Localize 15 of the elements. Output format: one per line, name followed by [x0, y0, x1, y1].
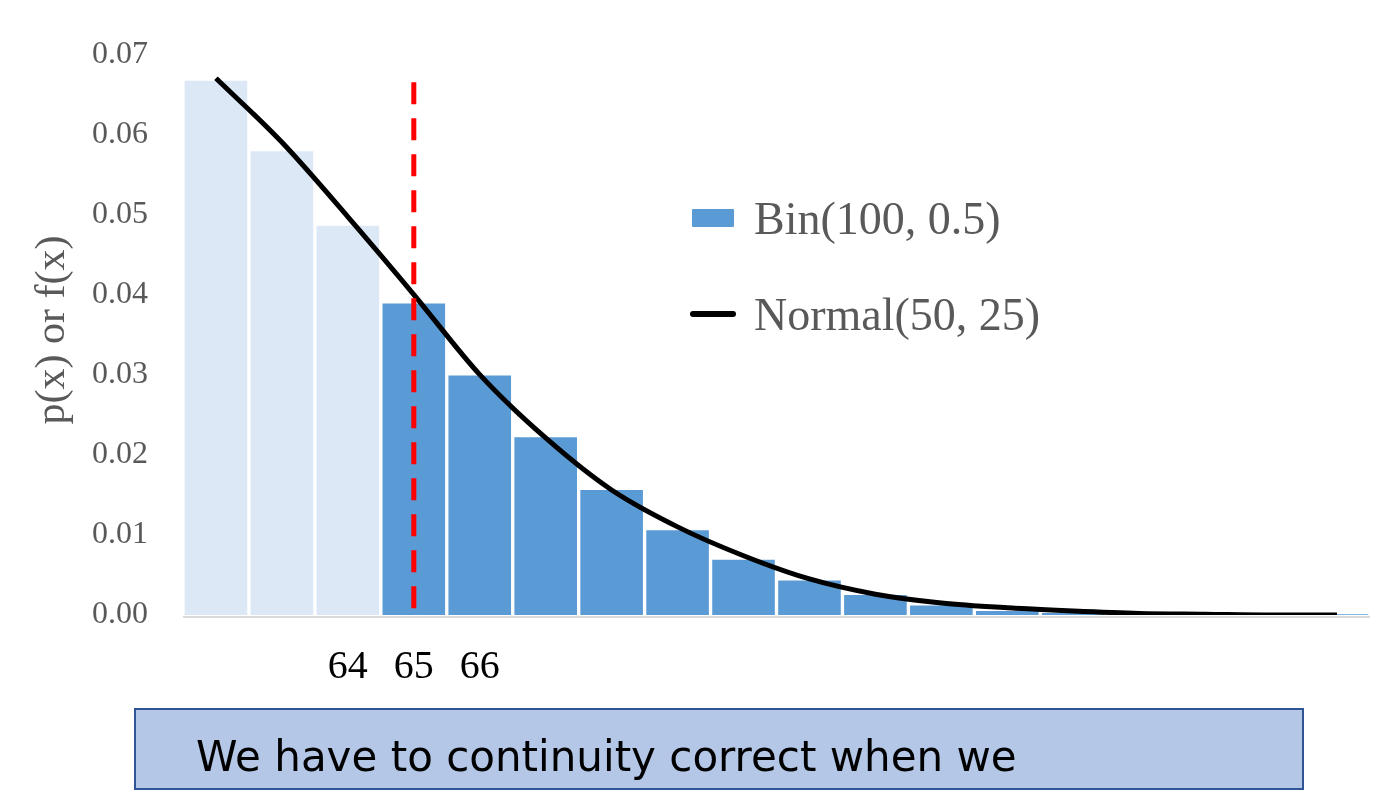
- x-tick-label: 65: [393, 641, 434, 687]
- y-tick-label: 0.02: [92, 434, 148, 471]
- y-tick-label: 0.06: [92, 113, 148, 150]
- y-tick-label: 0.01: [92, 514, 148, 551]
- y-tick-label: 0.04: [92, 273, 148, 310]
- y-tick-label: 0.07: [92, 33, 148, 70]
- x-tick-label: 66: [459, 641, 500, 687]
- x-tick-label: 64: [327, 641, 368, 687]
- text: We have to continuity correct when we: [134, 708, 1304, 790]
- legend-label: Bin(100, 0.5): [754, 191, 1001, 245]
- legend-label: Normal(50, 25): [754, 287, 1041, 341]
- y-axis-title: p(x) or f(x): [26, 235, 74, 425]
- y-tick-label: 0.05: [92, 193, 148, 230]
- y-tick-label: 0.00: [92, 594, 148, 631]
- y-tick-label: 0.03: [92, 354, 148, 391]
